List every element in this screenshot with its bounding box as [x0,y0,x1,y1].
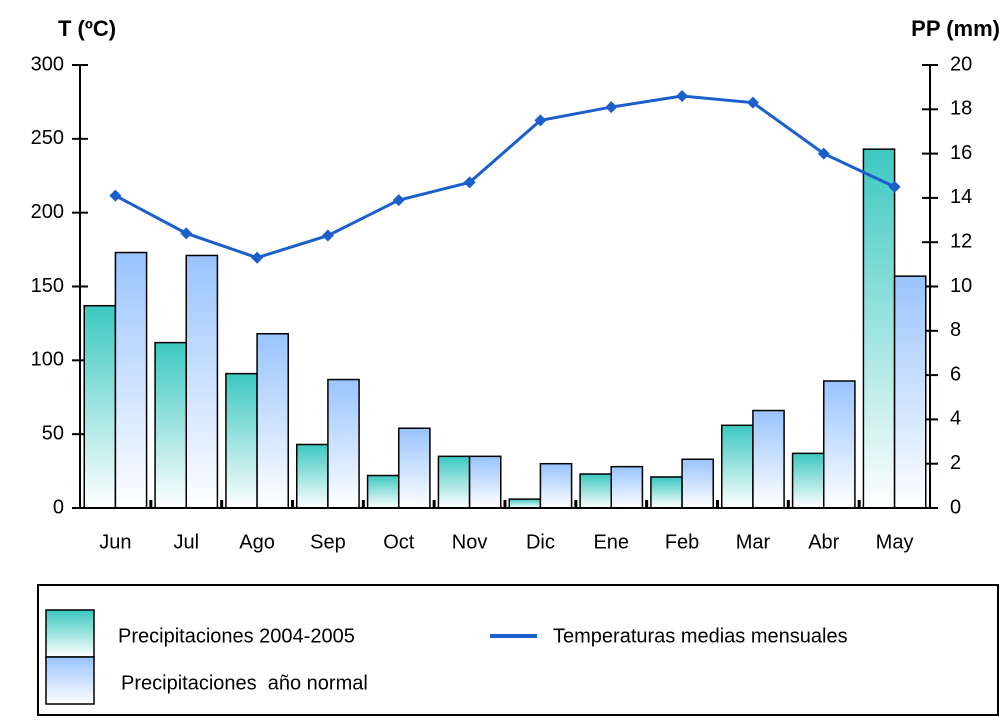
bar [752,409,785,509]
bar [256,333,290,509]
legend-label: Precipitaciones 2004-2005 [118,625,355,647]
bar [327,378,360,509]
x-tick-label: Oct [383,531,415,553]
x-tick-label: Mar [736,531,771,553]
y2-tick-label: 0 [950,496,961,518]
y2-tick-label: 12 [950,230,972,252]
line-marker [534,114,547,127]
bar [154,341,187,509]
x-tick-label: May [876,531,914,553]
bar [610,465,644,509]
line-marker [321,229,334,242]
bar [681,458,714,509]
bar [83,304,117,509]
bar [437,455,471,509]
line-marker [251,251,264,264]
x-tick-label: Abr [808,531,839,553]
y2-tick-label: 6 [950,363,961,385]
legend-label: Temperaturas medias mensuales [553,625,848,647]
y2-axis-title: PP (mm) [911,16,1000,41]
line-marker [392,194,405,207]
bar [185,254,219,509]
bar [508,498,542,509]
y-axis-title: T (ºC) [58,16,116,41]
bar [791,452,825,509]
y-tick-label: 50 [42,422,64,444]
bar [468,455,502,509]
bar [225,372,258,509]
bar [296,443,329,509]
x-tick-label: Ene [593,531,629,553]
y-tick-label: 200 [31,201,64,223]
line-marker [746,96,759,109]
y-tick-label: 0 [53,496,64,518]
bar [862,148,896,509]
line-marker [676,90,689,103]
bar [893,275,927,509]
line-marker [109,189,122,202]
y2-tick-label: 8 [950,319,961,341]
line-marker [888,180,901,193]
bar [539,462,573,509]
y-tick-label: 150 [31,275,64,297]
x-tick-label: Dic [526,531,555,553]
y2-tick-label: 18 [950,98,972,120]
line-marker [180,227,193,240]
bar [650,476,683,509]
y2-tick-label: 2 [950,452,961,474]
bar [823,380,856,509]
x-tick-label: Jul [173,531,199,553]
x-tick-label: Jun [99,531,131,553]
line-marker [605,101,618,114]
legend-swatch [45,656,95,705]
y-tick-label: 300 [31,53,64,75]
bar [398,427,431,509]
y2-tick-label: 14 [950,186,972,208]
bar [366,474,400,509]
x-tick-label: Ago [239,531,275,553]
y2-tick-label: 10 [950,275,972,297]
legend-swatch [45,609,95,658]
y2-tick-label: 4 [950,408,961,430]
legend-box [37,584,999,716]
legend-label: Precipitaciones año normal [121,672,368,694]
line-marker [463,176,476,189]
x-tick-label: Nov [452,531,488,553]
x-tick-label: Sep [310,531,346,553]
line-marker [817,147,830,160]
y-tick-label: 100 [31,349,64,371]
y-tick-label: 250 [31,127,64,149]
y2-tick-label: 16 [950,142,972,164]
bar [721,424,754,509]
bar [579,473,612,509]
x-tick-label: Feb [665,531,699,553]
line [114,94,896,260]
bar [114,251,148,509]
y2-tick-label: 20 [950,53,972,75]
